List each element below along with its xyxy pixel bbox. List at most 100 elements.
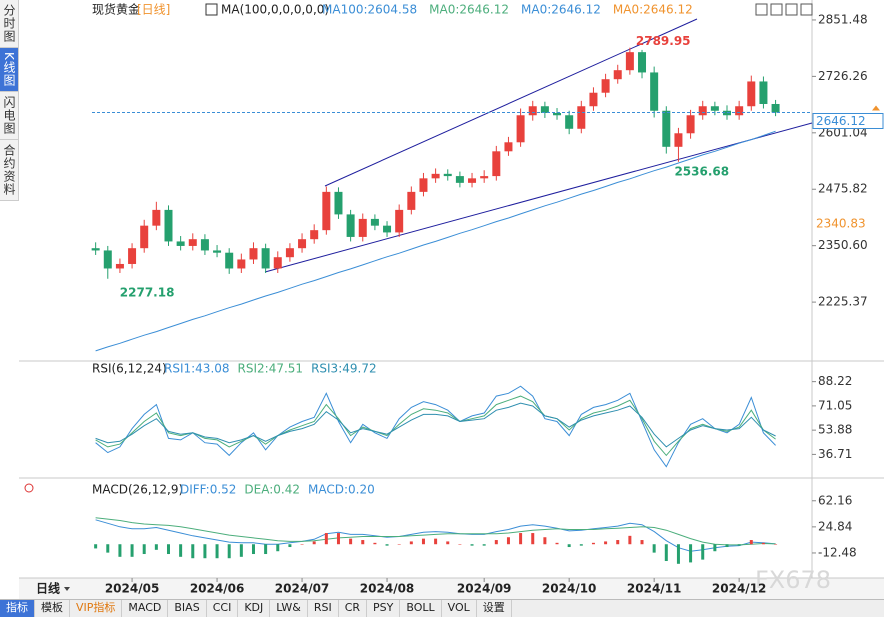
macd-bar [676, 544, 680, 564]
macd-bar [531, 533, 535, 545]
candle-body [601, 79, 610, 93]
macd-bar [689, 544, 693, 563]
y-tick-label: 2851.48 [818, 12, 868, 26]
candle-body [103, 250, 112, 269]
candle-body [273, 257, 282, 269]
candle-body [140, 225, 149, 249]
candle-body [492, 151, 501, 177]
candle-body [128, 248, 137, 264]
side-tab[interactable]: 闪电图 [0, 92, 18, 140]
tab-bar: 指标 模板 VIP指标 MACD BIAS CCI KDJ LW& RSI CR… [0, 599, 884, 617]
tab[interactable]: VIP指标 [70, 600, 123, 617]
candle-body [735, 106, 744, 116]
tab[interactable]: CR [339, 600, 368, 617]
side-tab[interactable]: 分时图 [0, 0, 18, 48]
tab[interactable]: BIAS [168, 600, 207, 617]
macd-bar [567, 544, 571, 548]
candle-body [188, 239, 197, 246]
candle-body [625, 52, 634, 71]
legend-entry: DIFF:0.52 [180, 483, 236, 497]
candle-body [431, 173, 440, 179]
candle-body [771, 103, 780, 113]
dropdown-arrow[interactable] [64, 587, 70, 591]
side-tab[interactable]: 合约资料 [0, 140, 18, 201]
tab[interactable]: 设置 [477, 600, 512, 617]
candle-body [407, 191, 416, 210]
macd-bar [142, 544, 146, 555]
candle-body [310, 230, 319, 240]
candle-body [358, 218, 367, 237]
y-tick-label: 2225.37 [818, 295, 868, 309]
x-tick-label: 2024/07 [275, 582, 329, 596]
tab[interactable]: LW& [270, 600, 308, 617]
tab[interactable]: BOLL [400, 600, 442, 617]
macd-bar [130, 544, 134, 557]
legend-entry: MA100:2604.58 [322, 3, 417, 17]
y-tick-label: 24.84 [818, 519, 852, 533]
settings-icon[interactable] [24, 483, 34, 493]
date-bar [19, 578, 884, 599]
candle-body [698, 106, 707, 116]
macd-bar [591, 542, 595, 545]
toolbar[interactable] [755, 3, 813, 16]
tab[interactable]: KDJ [238, 600, 271, 617]
tab[interactable]: MACD [122, 600, 169, 617]
macd-bar [276, 544, 280, 552]
macd-bar [312, 541, 316, 545]
channel-line [264, 122, 813, 273]
candle-body [613, 70, 622, 80]
sidebar: 分时图 K线图 闪电图 合约资料 [0, 0, 19, 201]
y-tick-label: 71.05 [818, 398, 852, 412]
macd-bar [774, 544, 778, 545]
candle-body [468, 178, 477, 183]
tab[interactable]: VOL [442, 600, 477, 617]
macd-bar [251, 544, 255, 555]
candle-body [322, 191, 331, 231]
candle-body [237, 259, 246, 269]
tab[interactable]: 模板 [35, 600, 70, 617]
tab[interactable]: CCI [207, 600, 239, 617]
macd-bar [640, 540, 644, 545]
macd-bar [446, 541, 450, 545]
x-tick-label: 2024/11 [627, 582, 681, 596]
candle-body [650, 72, 659, 111]
macd-bar [555, 542, 559, 545]
macd-bar [215, 544, 219, 559]
macd-bar [179, 544, 183, 557]
legend-entry: RSI3:49.72 [311, 362, 377, 376]
y-tick-label: 53.88 [818, 423, 852, 437]
macd-bar [713, 544, 717, 552]
chart-title: 现货黄金 [92, 2, 140, 17]
side-label: 2340.83 [816, 217, 866, 231]
macd-bar [94, 544, 98, 549]
candle-body [176, 241, 185, 246]
candle-body [747, 81, 756, 107]
macd-bar [373, 542, 377, 545]
macd-bar [203, 544, 207, 559]
candle-body [200, 239, 209, 251]
low-annotation: 2536.68 [674, 164, 729, 178]
macd-title: MACD(26,12,9) [92, 483, 183, 497]
rsi-line [95, 395, 776, 457]
candle-body [723, 110, 732, 116]
side-tab[interactable]: K线图 [0, 48, 18, 92]
macd-bar [397, 544, 401, 545]
last-price-box [812, 112, 884, 129]
candle-body [528, 106, 537, 116]
tab[interactable]: PSY [367, 600, 401, 617]
candle-body [589, 92, 598, 107]
macd-bar [482, 544, 486, 546]
candle-body [540, 106, 549, 114]
x-tick-label: 2024/12 [712, 582, 766, 596]
y-tick-label: 62.16 [818, 493, 852, 507]
tab[interactable]: 指标 [0, 600, 35, 617]
x-tick-label: 2024/08 [360, 582, 414, 596]
indicator-icon[interactable] [205, 3, 218, 16]
macd-line [95, 519, 776, 552]
period-selector[interactable]: 日线 [36, 581, 60, 596]
y-tick-label: 2350.60 [818, 238, 868, 252]
tab[interactable]: RSI [308, 600, 339, 617]
rsi-title: RSI(6,12,24) [92, 362, 167, 376]
candle-body [674, 133, 683, 147]
channel-line [324, 18, 698, 187]
